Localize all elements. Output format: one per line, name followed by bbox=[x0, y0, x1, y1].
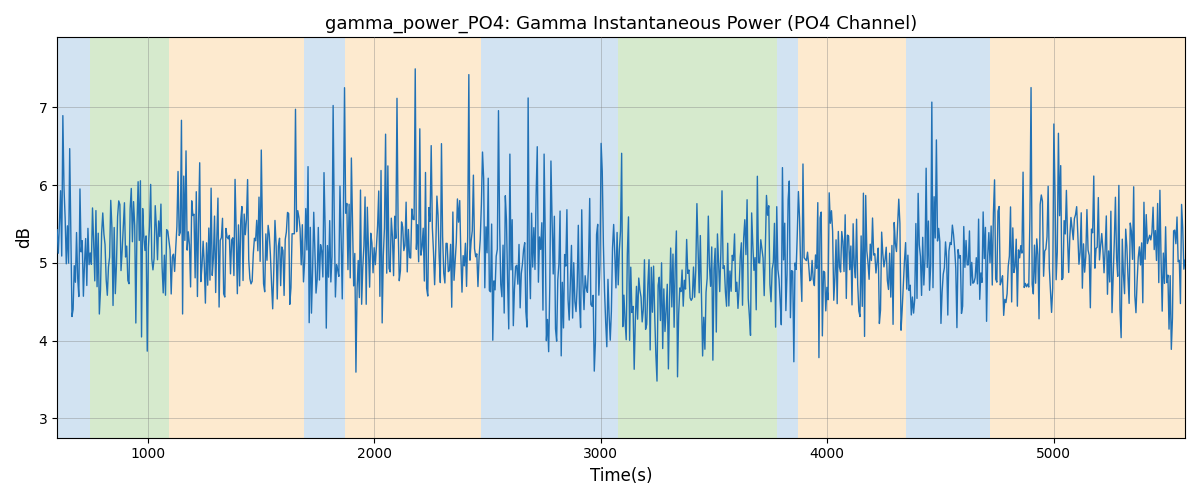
Bar bbox=[906, 38, 990, 438]
Bar bbox=[798, 38, 906, 438]
Bar bbox=[169, 38, 304, 438]
Y-axis label: dB: dB bbox=[16, 226, 34, 248]
Bar bbox=[304, 38, 344, 438]
Bar bbox=[990, 38, 1186, 438]
Bar bbox=[618, 38, 637, 438]
Title: gamma_power_PO4: Gamma Instantaneous Power (PO4 Channel): gamma_power_PO4: Gamma Instantaneous Pow… bbox=[325, 15, 917, 34]
X-axis label: Time(s): Time(s) bbox=[590, 467, 653, 485]
Bar bbox=[481, 38, 618, 438]
Bar bbox=[90, 38, 169, 438]
Bar bbox=[58, 38, 90, 438]
Bar bbox=[637, 38, 778, 438]
Bar bbox=[778, 38, 798, 438]
Bar bbox=[344, 38, 481, 438]
